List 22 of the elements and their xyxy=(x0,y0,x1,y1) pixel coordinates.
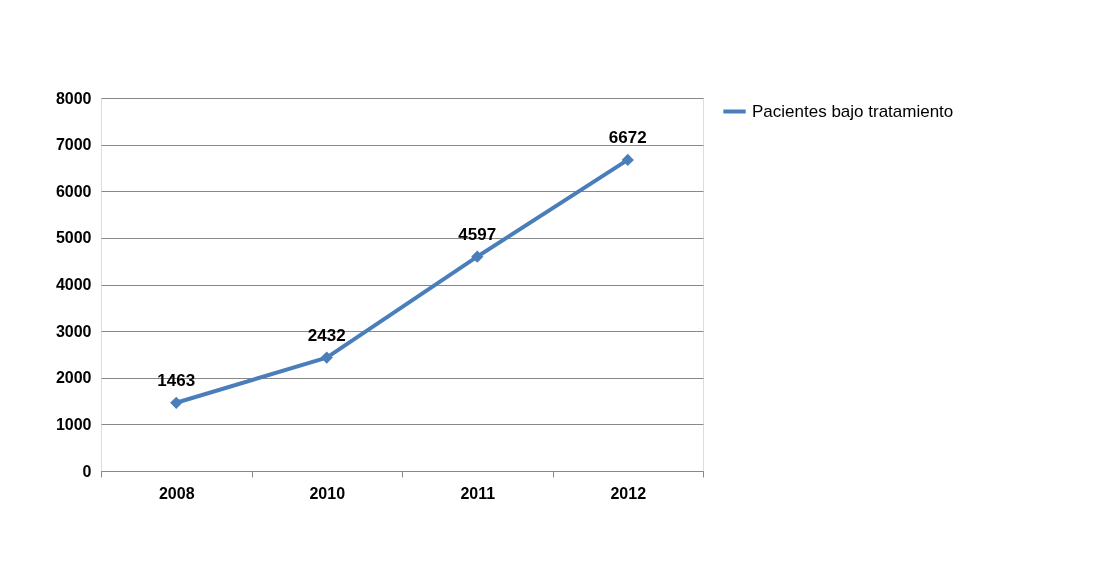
x-tick-label: 2008 xyxy=(158,484,195,502)
data-label: 6672 xyxy=(608,127,647,147)
y-tick-label: 0 xyxy=(82,462,92,480)
y-tick-label: 3000 xyxy=(55,322,92,340)
data-label: 4597 xyxy=(458,224,497,244)
y-tick-label: 1000 xyxy=(55,415,92,433)
point xyxy=(170,396,183,409)
point xyxy=(621,153,634,167)
y-tick-label: 4000 xyxy=(55,276,92,293)
point xyxy=(320,351,333,364)
y-tick-label: 7000 xyxy=(55,136,92,154)
y-tick-label: 5000 xyxy=(55,229,92,247)
y-tick-label: 2000 xyxy=(55,369,92,387)
legend-label: Pacientes bajo tratamiento xyxy=(752,101,954,121)
x-tick-label: 2011 xyxy=(460,484,496,502)
data-label: 1463 xyxy=(157,370,196,390)
x-tick-label: 2010 xyxy=(309,484,346,502)
x-tick-label: 2012 xyxy=(610,484,647,502)
y-tick-label: 8000 xyxy=(55,89,92,107)
point xyxy=(471,250,484,263)
y-tick-label: 6000 xyxy=(55,182,92,200)
data-label: 2432 xyxy=(307,325,346,345)
